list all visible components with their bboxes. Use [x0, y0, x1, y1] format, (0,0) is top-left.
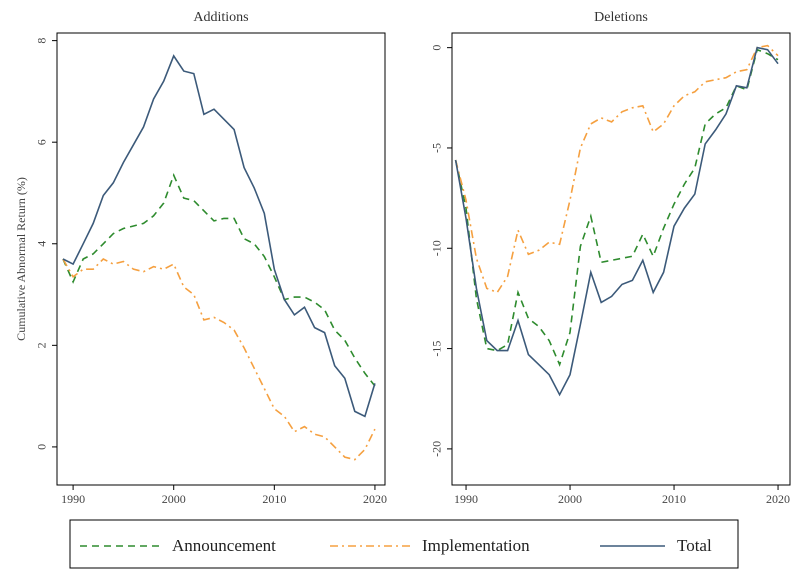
x-tick-label: 1990: [454, 492, 478, 506]
y-tick-label: 0: [35, 444, 49, 450]
y-tick-label: -15: [430, 341, 444, 357]
x-tick-label: 1990: [61, 492, 85, 506]
plot-frame: [451, 32, 791, 486]
plot-frame: [56, 32, 386, 486]
y-tick-label: -10: [430, 240, 444, 256]
legend-label: Total: [677, 536, 712, 555]
series-line: [62, 173, 376, 387]
y-tick-label: 0: [430, 45, 444, 51]
series-line: [454, 46, 779, 397]
y-tick-label: 8: [35, 38, 49, 44]
y-tick-label: -5: [430, 143, 444, 153]
y-tick-label: -20: [430, 441, 444, 457]
series-line: [62, 54, 376, 418]
y-tick-label: 2: [35, 342, 49, 348]
x-tick-label: 2010: [662, 492, 686, 506]
series-line: [454, 48, 779, 367]
legend-label: Announcement: [172, 536, 276, 555]
x-tick-label: 2020: [363, 492, 387, 506]
series-line: [454, 44, 779, 294]
y-tick-label: 6: [35, 139, 49, 145]
series-line: [62, 258, 376, 461]
x-tick-label: 2000: [558, 492, 582, 506]
panel-title: Deletions: [594, 10, 648, 25]
panel-title: Additions: [193, 10, 248, 25]
y-tick-label: 4: [35, 241, 49, 247]
x-tick-label: 2010: [262, 492, 286, 506]
x-tick-label: 2020: [766, 492, 790, 506]
legend-label: Implementation: [422, 536, 530, 555]
y-axis-label: Cumulative Abnormal Return (%): [14, 177, 28, 341]
x-tick-label: 2000: [162, 492, 186, 506]
legend-box: [69, 519, 739, 569]
